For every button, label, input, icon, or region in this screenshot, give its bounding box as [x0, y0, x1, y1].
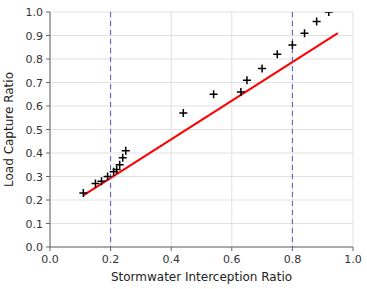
y-tick — [46, 35, 50, 36]
x-tick — [231, 247, 232, 251]
y-grid-line — [50, 59, 353, 60]
trend-line — [83, 33, 338, 195]
axes: 0.0 0.2 0.4 0.6 0.8 1.0 0.0 0.1 0.2 0.3 0.4 0.5 0.6 0… — [26, 6, 362, 266]
point — [122, 147, 130, 155]
y-grid-line — [50, 247, 353, 248]
x-tick-label: 1.0 — [344, 253, 362, 266]
y-grid-line — [50, 223, 353, 224]
y-tick-label: 0.4 — [26, 147, 44, 160]
point — [104, 173, 112, 181]
y-tick — [46, 153, 50, 154]
y-grid-line — [50, 200, 353, 201]
grid — [50, 12, 353, 247]
point — [179, 109, 187, 117]
x-axis-line — [50, 247, 353, 248]
point — [79, 189, 87, 197]
y-grid-line — [50, 82, 353, 83]
x-axis-label: Stormwater Interception Ratio — [111, 270, 292, 284]
point — [273, 50, 281, 58]
x-tick-label: 0.2 — [102, 253, 120, 266]
y-tick-label: 0.1 — [26, 218, 44, 231]
y-tick-label: 0.2 — [26, 194, 44, 207]
y-tick-label: 0.3 — [26, 171, 44, 184]
point — [288, 41, 296, 49]
marks — [79, 12, 338, 247]
point — [258, 64, 266, 72]
y-tick-label: 0.7 — [26, 77, 44, 90]
y-tick — [46, 200, 50, 201]
y-tick — [46, 82, 50, 83]
point — [237, 88, 245, 96]
y-tick — [46, 223, 50, 224]
y-tick-label: 0.8 — [26, 53, 44, 66]
plot-area — [50, 12, 353, 247]
point — [98, 177, 106, 185]
x-tick — [50, 247, 51, 251]
y-tick — [46, 176, 50, 177]
point — [119, 154, 127, 162]
x-tick — [292, 247, 293, 251]
point — [116, 161, 124, 169]
y-axis-label: Load Capture Ratio — [2, 72, 16, 187]
point — [313, 17, 321, 25]
y-tick — [46, 12, 50, 13]
y-grid-line — [50, 176, 353, 177]
point — [243, 76, 251, 84]
y-tick-label: 0.6 — [26, 100, 44, 113]
x-tick-label: 0.8 — [284, 253, 302, 266]
chart: 0.0 0.2 0.4 0.6 0.8 1.0 0.0 0.1 0.2 0.3 0.4 0.5 0.6 0… — [0, 0, 367, 289]
x-grid-line — [110, 12, 111, 247]
point — [210, 90, 218, 98]
y-tick — [46, 247, 50, 248]
y-grid-line — [50, 129, 353, 130]
y-grid-line — [50, 106, 353, 107]
y-tick-label: 0.0 — [26, 241, 44, 254]
y-tick-label: 0.5 — [26, 124, 44, 137]
point — [301, 29, 309, 37]
y-axis-line — [50, 12, 51, 247]
y-grid-line — [50, 153, 353, 154]
y-grid-line — [50, 12, 353, 13]
point — [325, 12, 333, 16]
y-tick-label: 0.9 — [26, 30, 44, 43]
y-grid-line — [50, 35, 353, 36]
y-tick — [46, 129, 50, 130]
x-tick-label: 0.6 — [223, 253, 241, 266]
y-tick — [46, 59, 50, 60]
x-tick — [110, 247, 111, 251]
x-tick-label: 0.4 — [162, 253, 180, 266]
x-tick — [171, 247, 172, 251]
vertical-line — [110, 12, 111, 247]
x-tick-label: 0.0 — [41, 253, 59, 266]
y-tick-label: 1.0 — [26, 6, 44, 19]
x-tick — [353, 247, 354, 251]
y-tick — [46, 106, 50, 107]
x-grid-line — [50, 12, 51, 247]
